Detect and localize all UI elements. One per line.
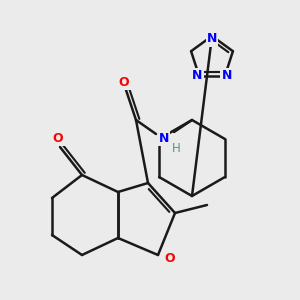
- Text: O: O: [165, 253, 175, 266]
- Text: N: N: [207, 32, 217, 46]
- Text: N: N: [222, 69, 232, 82]
- Text: N: N: [159, 131, 169, 145]
- Text: H: H: [172, 142, 180, 154]
- Text: O: O: [53, 131, 63, 145]
- Text: O: O: [119, 76, 129, 88]
- Text: N: N: [192, 69, 202, 82]
